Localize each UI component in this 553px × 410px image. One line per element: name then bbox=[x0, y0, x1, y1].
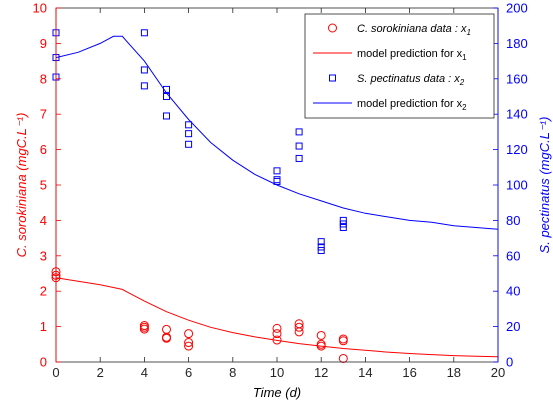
x2_data-point bbox=[273, 176, 281, 184]
left-tick-label: 6 bbox=[40, 142, 47, 157]
x2_data-point bbox=[339, 220, 347, 228]
left-axis-ticks: 0 1 2 3 4 5 6 7 8 9 10 bbox=[33, 1, 61, 370]
right-tick-label: 200 bbox=[506, 1, 528, 16]
x-tick-label: 8 bbox=[229, 365, 236, 380]
x1_data-point bbox=[139, 324, 149, 334]
x1_data-point bbox=[316, 330, 326, 340]
x-axis-label: Time (d) bbox=[253, 385, 301, 400]
x2_data-point bbox=[295, 142, 303, 150]
x2_data-point bbox=[163, 85, 170, 93]
x2_data-point bbox=[317, 246, 325, 254]
left-tick-label: 10 bbox=[33, 1, 47, 16]
x2_data-point bbox=[140, 66, 148, 74]
x-tick-label: 10 bbox=[270, 365, 284, 380]
x-tick-label: 14 bbox=[358, 365, 372, 380]
right-tick-label: 160 bbox=[506, 71, 528, 86]
right-axis-label: S. pectinatus (mgC.L⁻¹) bbox=[537, 117, 552, 254]
x1_data-point bbox=[162, 324, 171, 334]
x1_data-point bbox=[272, 323, 282, 333]
right-tick-label: 80 bbox=[506, 213, 520, 228]
legend-entry-label: S. pectinatus data : x2 bbox=[357, 73, 465, 87]
right-tick-label: 40 bbox=[506, 284, 520, 299]
x1_data-point bbox=[184, 338, 194, 348]
x1_data-point bbox=[338, 353, 348, 363]
x1_data-point bbox=[338, 334, 348, 344]
x2_data-point bbox=[140, 29, 148, 37]
x-tick-label: 2 bbox=[97, 365, 104, 380]
x2_data-point bbox=[339, 216, 347, 224]
x2_data-point bbox=[273, 177, 281, 185]
right-tick-label: 20 bbox=[506, 319, 520, 334]
x1_data-point bbox=[294, 327, 304, 337]
x-tick-label: 4 bbox=[141, 365, 148, 380]
left-axis-label: C. sorokiniana (mgC.L⁻¹) bbox=[14, 113, 29, 258]
legend-square-swatch bbox=[329, 74, 336, 82]
right-tick-label: 0 bbox=[506, 355, 513, 370]
left-tick-label: 5 bbox=[40, 178, 47, 193]
legend-entry-label: C. sorokiniana data : x1 bbox=[357, 23, 471, 37]
left-tick-label: 9 bbox=[40, 36, 47, 51]
x1_model-line bbox=[55, 277, 499, 358]
x1_data-point bbox=[139, 322, 149, 332]
legend-box bbox=[304, 13, 495, 119]
x2_data-point bbox=[163, 93, 170, 100]
right-axis-ticks: 0 20 40 60 80 100 120 140 160 180 200 bbox=[493, 1, 528, 370]
left-tick-label: 7 bbox=[40, 107, 47, 122]
x2_data-point bbox=[317, 238, 325, 246]
legend-circle-swatch bbox=[328, 23, 337, 33]
right-tick-label: 60 bbox=[506, 248, 520, 263]
x-tick-label: 12 bbox=[314, 365, 328, 380]
x2_data-point bbox=[273, 167, 281, 175]
x-tick-label: 20 bbox=[491, 365, 505, 380]
x1_data-point bbox=[162, 333, 171, 343]
legend: C. sorokiniana data : x1 model prediction… bbox=[304, 13, 495, 119]
x1_data-point bbox=[272, 329, 282, 339]
left-tick-label: 2 bbox=[40, 284, 47, 299]
x1_data-point bbox=[184, 341, 194, 351]
x2_data-point bbox=[295, 128, 303, 136]
x-axis-ticks: 0 2 4 6 8 10 12 14 16 18 20 bbox=[52, 8, 505, 380]
x1_data-point bbox=[184, 329, 194, 339]
x2_model-line bbox=[55, 35, 499, 230]
x-tick-label: 16 bbox=[402, 365, 416, 380]
x1_data-point bbox=[316, 341, 326, 351]
x2_data-point bbox=[185, 121, 193, 129]
left-tick-label: 0 bbox=[40, 355, 47, 370]
right-tick-label: 180 bbox=[506, 36, 528, 51]
legend-entry-label: model prediction for x1 bbox=[357, 48, 467, 62]
legend-entry-label: model prediction for x2 bbox=[357, 98, 467, 112]
x1_data-point bbox=[294, 322, 304, 332]
data-markers bbox=[51, 29, 348, 363]
x1_data-point bbox=[272, 335, 282, 345]
right-tick-label: 100 bbox=[506, 178, 528, 193]
x-tick-label: 0 bbox=[52, 365, 59, 380]
x-tick-label: 6 bbox=[185, 365, 192, 380]
x2_data-point bbox=[163, 112, 170, 120]
x2_data-point bbox=[317, 243, 325, 251]
model-lines bbox=[55, 35, 499, 358]
left-tick-label: 4 bbox=[40, 213, 47, 228]
right-tick-label: 140 bbox=[506, 107, 528, 122]
left-tick-label: 3 bbox=[40, 248, 47, 263]
x2_data-point bbox=[339, 223, 347, 231]
x1_data-point bbox=[316, 339, 326, 349]
x2_data-point bbox=[185, 130, 193, 138]
x2_data-point bbox=[185, 140, 193, 148]
left-tick-label: 8 bbox=[40, 71, 47, 86]
left-tick-label: 1 bbox=[40, 319, 47, 334]
x2_data-point bbox=[140, 82, 148, 90]
x-tick-label: 18 bbox=[447, 365, 461, 380]
x2_data-point bbox=[295, 154, 303, 162]
x1_data-point bbox=[338, 336, 348, 346]
right-tick-label: 120 bbox=[506, 142, 528, 157]
